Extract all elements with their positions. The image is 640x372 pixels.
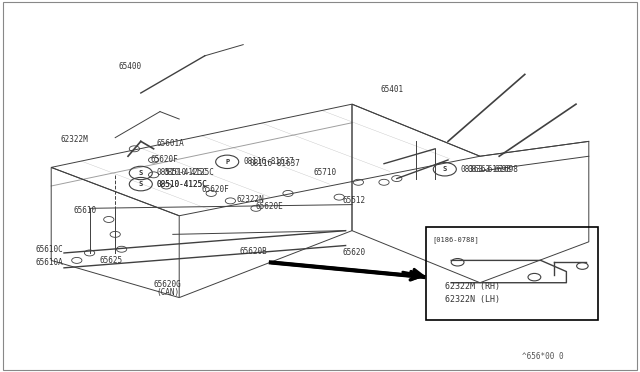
Text: 08363-61698: 08363-61698 [461, 165, 511, 174]
Text: 65625: 65625 [99, 256, 122, 265]
Text: 08510-4125C: 08510-4125C [157, 180, 207, 189]
Text: S: S [139, 170, 143, 176]
Text: (CAN): (CAN) [157, 288, 180, 296]
Text: S: S [443, 166, 447, 172]
Text: 65610A: 65610A [35, 258, 63, 267]
Text: 65620B: 65620B [240, 247, 268, 256]
Text: 65400: 65400 [118, 62, 141, 71]
Text: 65620: 65620 [342, 248, 365, 257]
Text: P: P [225, 159, 229, 165]
Text: [0186-0788]: [0186-0788] [432, 236, 479, 243]
Text: ^656*00 0: ^656*00 0 [522, 352, 563, 361]
Text: 62322N (LH): 62322N (LH) [445, 295, 500, 304]
Text: 65620F: 65620F [150, 155, 178, 164]
Text: 08363-61698: 08363-61698 [467, 165, 518, 174]
Text: 08116-81637: 08116-81637 [250, 159, 300, 168]
Text: 08510-4125C: 08510-4125C [157, 180, 207, 189]
Text: S: S [139, 181, 143, 187]
Bar [426, 227, 598, 320]
Text: 65710: 65710 [314, 169, 337, 177]
Text: 08510-4125C: 08510-4125C [157, 169, 207, 177]
Text: 65610: 65610 [74, 206, 97, 215]
Text: 65620F: 65620F [202, 185, 229, 194]
Text: 62322N: 62322N [237, 195, 264, 203]
Text: 08510-4125C: 08510-4125C [163, 169, 214, 177]
Text: 65401: 65401 [381, 85, 404, 94]
Text: 65620E: 65620E [256, 202, 284, 211]
Text: 08116-81637: 08116-81637 [243, 157, 294, 166]
Text: 62322M: 62322M [61, 135, 88, 144]
Text: 62322M (RH): 62322M (RH) [445, 282, 500, 291]
Text: 65512: 65512 [342, 196, 365, 205]
Text: 65610C: 65610C [35, 245, 63, 254]
Text: 65620G: 65620G [154, 280, 181, 289]
Text: 65601A: 65601A [157, 139, 184, 148]
